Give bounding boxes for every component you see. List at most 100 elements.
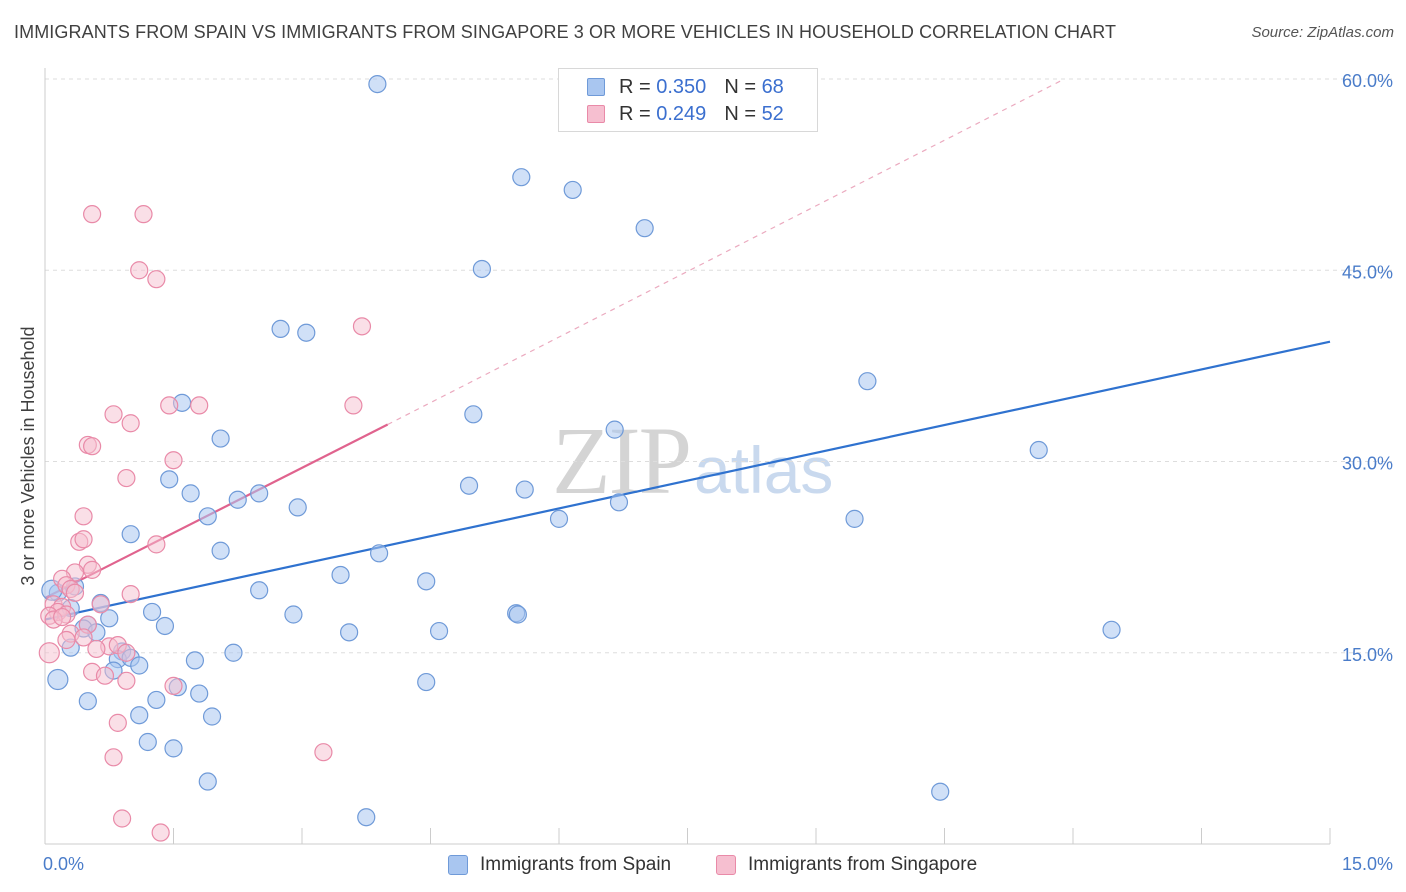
spain-point	[224, 643, 243, 662]
bottom-spain-swatch	[448, 855, 468, 875]
spain-point	[370, 544, 389, 563]
legend-r-value-singapore: 0.249	[656, 102, 707, 125]
spain-point	[331, 565, 350, 585]
singapore-point	[104, 405, 123, 424]
spain-point	[297, 323, 316, 342]
singapore-point	[121, 414, 140, 433]
spain-point	[250, 581, 269, 600]
singapore-point	[164, 451, 183, 470]
spain-point	[472, 259, 491, 279]
y-tick-label: 45.0%	[1342, 262, 1393, 282]
spain-point	[459, 476, 479, 495]
spain-point	[211, 541, 230, 560]
bottom-legend-singapore: Immigrants from Singapore	[716, 851, 977, 879]
x-tick-label-max: 15.0%	[1342, 854, 1393, 874]
bottom-singapore-swatch	[716, 855, 736, 875]
singapore-point	[130, 261, 149, 280]
spain-point	[635, 219, 654, 238]
legend-r-label-singapore: R =	[619, 102, 651, 125]
legend-row-singapore: R = 0.249 N = 52	[587, 101, 784, 127]
spain-point	[508, 605, 527, 624]
spain-point	[78, 692, 97, 711]
spain-point	[357, 808, 376, 827]
spain-point	[142, 602, 162, 622]
spain-point	[512, 168, 531, 187]
spain-point	[417, 572, 436, 591]
spain-point	[609, 493, 629, 512]
singapore-point	[112, 809, 132, 828]
singapore-point	[83, 437, 102, 456]
gridlines	[45, 78, 1392, 654]
spain-point	[1102, 620, 1121, 639]
spain-point	[121, 525, 140, 544]
singapore-swatch	[587, 105, 605, 123]
singapore-point	[104, 748, 123, 767]
spain-point	[368, 74, 387, 94]
spain-point	[288, 498, 307, 517]
spain-point	[417, 672, 436, 692]
singapore-point	[352, 317, 372, 336]
spain-point	[429, 621, 449, 641]
spain-point	[211, 429, 230, 448]
spain-point	[250, 484, 269, 503]
singapore-point	[117, 468, 136, 488]
singapore-point	[190, 396, 209, 415]
singapore-point	[108, 713, 127, 732]
spain-point	[228, 490, 247, 509]
spain-point	[181, 484, 200, 503]
legend-n-value-spain: 68	[761, 75, 784, 98]
spain-points	[41, 74, 1121, 827]
spain-point	[271, 319, 290, 338]
y-tick-label: 60.0%	[1342, 71, 1393, 91]
y-tick-label: 15.0%	[1342, 645, 1393, 665]
singapore-point	[344, 396, 363, 415]
singapore-trend-line	[44, 423, 389, 599]
spain-point	[340, 623, 359, 642]
singapore-point	[74, 530, 93, 549]
singapore-trend-extension	[387, 78, 1065, 426]
singapore-point	[121, 584, 140, 604]
spain-point	[515, 480, 534, 499]
legend-row-spain: R = 0.350 N = 68	[587, 74, 784, 100]
chart-source: Source: ZipAtlas.com	[1251, 24, 1394, 41]
bottom-legend-spain-label: Immigrants from Spain	[480, 854, 672, 875]
singapore-point	[134, 205, 153, 224]
spain-point	[845, 509, 864, 528]
watermark-atlas: atlas	[694, 433, 834, 507]
axes	[44, 68, 1331, 845]
spain-point	[130, 706, 149, 725]
spain-point	[47, 668, 69, 691]
singapore-point	[57, 630, 76, 650]
singapore-point	[87, 639, 106, 659]
spain-point	[284, 605, 303, 624]
singapore-point	[83, 205, 102, 224]
spain-point	[563, 180, 582, 200]
legend-r-value-spain: 0.350	[656, 75, 707, 98]
singapore-point	[151, 823, 170, 842]
spain-point	[190, 684, 209, 703]
trend-lines	[44, 78, 1331, 621]
legend-r-label-spain: R =	[619, 75, 651, 98]
spain-point	[138, 732, 157, 752]
singapore-point	[83, 560, 102, 579]
singapore-point	[314, 743, 333, 762]
x-tick-label-min: 0.0%	[43, 854, 84, 874]
spain-point	[160, 470, 179, 489]
spain-point	[100, 609, 119, 628]
tick-labels: 15.0% 30.0% 45.0% 60.0% 0.0% 15.0% 3 or more V…	[18, 71, 1393, 874]
singapore-points	[38, 205, 372, 842]
singapore-point	[74, 628, 93, 647]
legend-n-label-spain: N =	[724, 75, 756, 98]
spain-trend-line	[44, 340, 1331, 621]
singapore-point	[117, 671, 136, 690]
singapore-point	[164, 676, 183, 696]
spain-point	[1029, 440, 1048, 460]
spain-point	[155, 616, 175, 636]
legend-n-label-singapore: N =	[724, 102, 756, 125]
stats-legend: R = 0.350 N = 68 R = 0.249 N = 52	[558, 68, 818, 132]
spain-point	[198, 772, 217, 791]
spain-point	[164, 739, 183, 758]
spain-point	[147, 690, 166, 710]
singapore-point	[38, 642, 60, 664]
